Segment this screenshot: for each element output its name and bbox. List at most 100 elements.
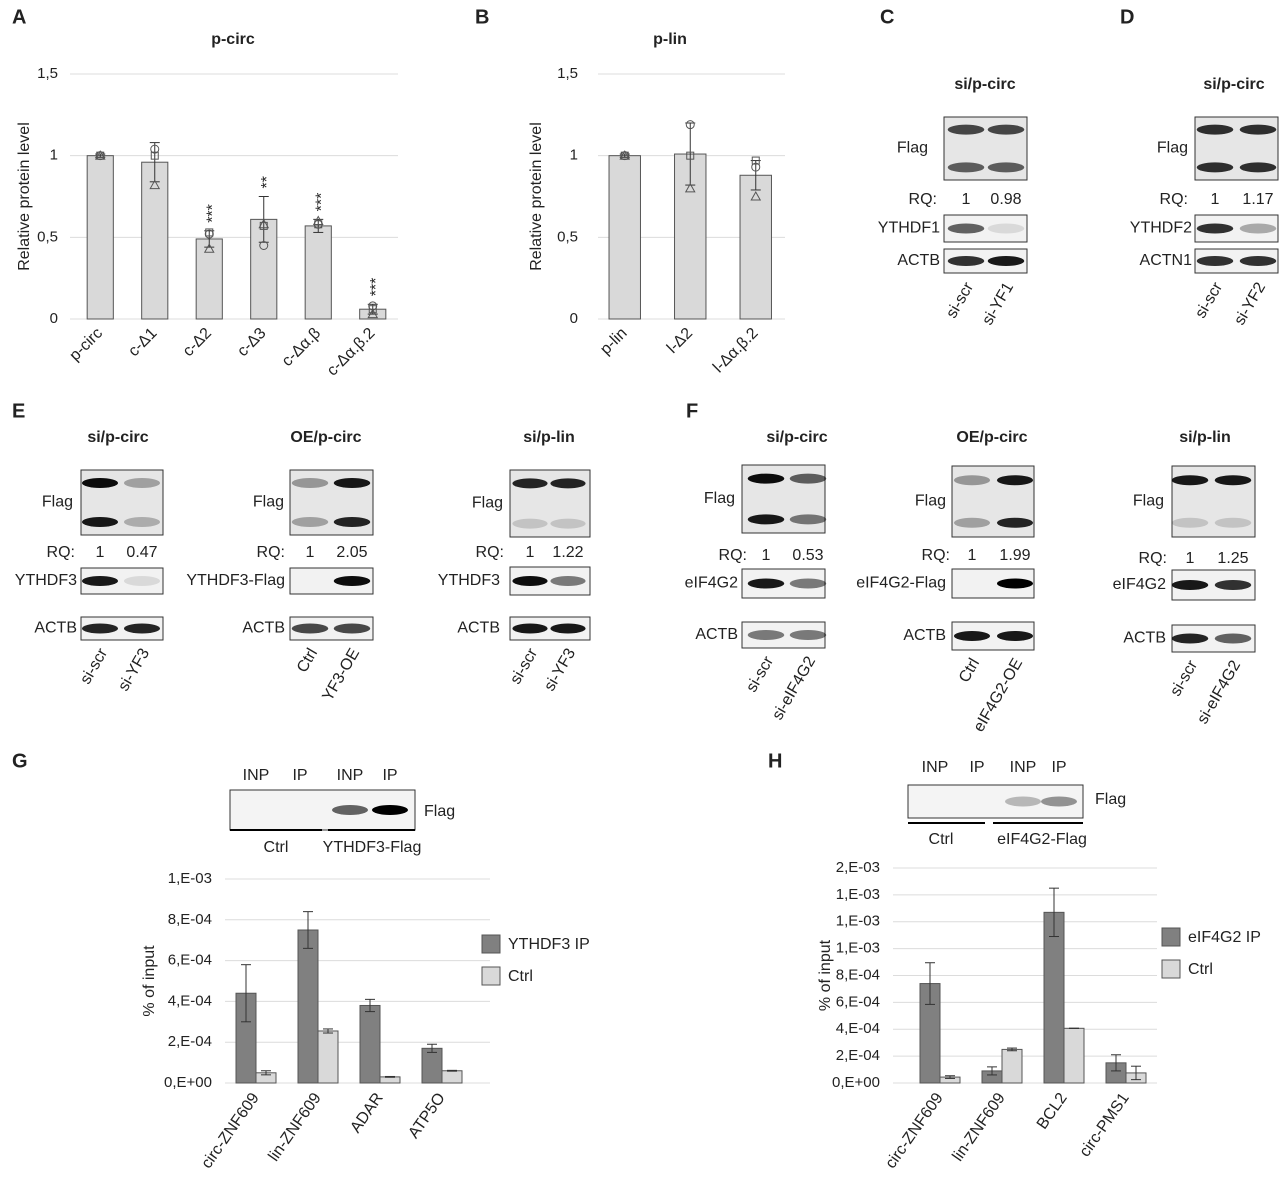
lane-label: Ctrl — [294, 646, 321, 676]
rq-value: 0.47 — [126, 544, 157, 561]
lane-label: INP — [243, 767, 270, 784]
blot-row-label: eIF4G2 — [1113, 576, 1166, 593]
bar — [195, 238, 223, 320]
error-bar — [149, 142, 160, 183]
lane-label: si-scr — [743, 653, 777, 695]
bar — [1043, 911, 1065, 1084]
blot-band — [81, 517, 119, 527]
legend-swatch — [1161, 959, 1181, 979]
blot-title: si/p-circ — [954, 76, 1015, 93]
replicate-point — [258, 218, 270, 229]
blot-image — [289, 567, 374, 595]
blot-band — [1214, 517, 1252, 528]
x-tick-label: p-circ — [66, 325, 106, 365]
blot-image — [509, 616, 591, 641]
rq-label: RQ: — [922, 547, 950, 564]
y-axis-label: Relative protein level — [16, 122, 33, 271]
y-tick-label: 6,E-04 — [168, 952, 212, 969]
y-tick-label: 2,E-03 — [836, 859, 880, 876]
blot-band — [1196, 256, 1234, 266]
blot-band — [372, 805, 408, 815]
bar — [441, 1070, 463, 1084]
blot-band — [1171, 517, 1209, 528]
y-tick-label: 8,E-04 — [836, 966, 880, 983]
blot-row-label: ACTB — [457, 620, 500, 637]
blot-band — [512, 518, 548, 529]
replicate-point — [686, 151, 695, 160]
legend-swatch — [1161, 927, 1181, 947]
rq-value: 1 — [526, 544, 535, 561]
x-tick-label: l-Δα.β.2 — [710, 325, 762, 377]
blot-band — [947, 256, 985, 266]
x-tick-label: c-Δα.β — [279, 325, 324, 370]
legend-label: Ctrl — [1188, 961, 1213, 978]
x-tick-label: l-Δ2 — [664, 325, 696, 357]
y-tick-label: 4,E-04 — [168, 992, 212, 1009]
replicate-point — [94, 150, 106, 160]
significance-label: ** — [259, 176, 276, 188]
panel-label: C — [880, 6, 894, 28]
blot-band — [953, 517, 991, 528]
blot-title: si/p-circ — [766, 429, 827, 446]
blot-title: si/p-lin — [523, 429, 575, 446]
error-bar — [925, 962, 935, 1005]
blot-band — [747, 630, 785, 640]
blot-band — [1214, 580, 1252, 590]
y-axis-label: % of input — [817, 939, 834, 1011]
bar — [304, 225, 332, 320]
y-tick-label: 0,5 — [37, 228, 58, 245]
lane-label: si-scr — [1192, 279, 1226, 321]
blot-band — [1171, 633, 1209, 644]
significance-label: *** — [368, 278, 385, 297]
panel-label: D — [1120, 6, 1134, 28]
lane-label: IP — [969, 759, 984, 776]
rq-value: 1 — [306, 544, 315, 561]
x-tick-label: c-Δ3 — [234, 325, 269, 360]
bar — [1063, 1027, 1085, 1084]
rq-value: 1.99 — [999, 547, 1030, 564]
blot-band — [550, 478, 586, 489]
x-tick-label: c-Δ2 — [180, 325, 215, 360]
blot-row-label: ACTB — [897, 252, 940, 269]
lane-label: si-YF3 — [541, 646, 579, 695]
y-tick-label: 1,E-03 — [168, 870, 212, 887]
replicate-point — [684, 182, 696, 193]
blot-band — [1196, 162, 1234, 173]
bar — [317, 1030, 339, 1084]
lane-label: YF3-OE — [319, 646, 363, 705]
panel-label: F — [686, 400, 698, 422]
y-tick-label: 0,E+00 — [832, 1074, 880, 1091]
lane-label: si-YF2 — [1231, 280, 1269, 329]
blot-row-label: Flag — [1133, 493, 1164, 510]
y-tick-label: 0 — [570, 310, 578, 327]
blot-row-label: ACTB — [242, 620, 285, 637]
blot-row-label: Flag — [472, 495, 503, 512]
lane-label: IP — [382, 767, 397, 784]
x-tick-label: p-lin — [597, 325, 630, 358]
blot-band — [333, 576, 371, 586]
lane-label: si-scr — [77, 645, 111, 687]
blot-band — [333, 623, 371, 634]
blot-row-label: Flag — [897, 140, 928, 157]
blot-band — [1239, 124, 1277, 135]
y-tick-label: 4,E-04 — [836, 1020, 880, 1037]
blot-row-label: eIF4G2 — [685, 575, 738, 592]
blot-band — [291, 517, 329, 527]
bar — [379, 1076, 401, 1084]
replicate-point — [368, 305, 377, 314]
blot-band — [789, 473, 827, 484]
lane-label: si-YF1 — [979, 280, 1017, 329]
lane-label: IP — [1051, 759, 1066, 776]
replicate-point — [150, 151, 159, 160]
y-tick-label: 0,E+00 — [164, 1074, 212, 1091]
bar — [297, 929, 319, 1084]
group-label: YTHDF3-Flag — [323, 839, 422, 856]
y-tick-label: 0,5 — [557, 228, 578, 245]
blot-band — [996, 631, 1034, 641]
rq-value: 0.98 — [990, 191, 1021, 208]
group-label: Ctrl — [929, 831, 954, 848]
blot-band — [333, 517, 371, 527]
replicate-point — [150, 144, 160, 154]
blot-title: si/p-lin — [1179, 429, 1231, 446]
